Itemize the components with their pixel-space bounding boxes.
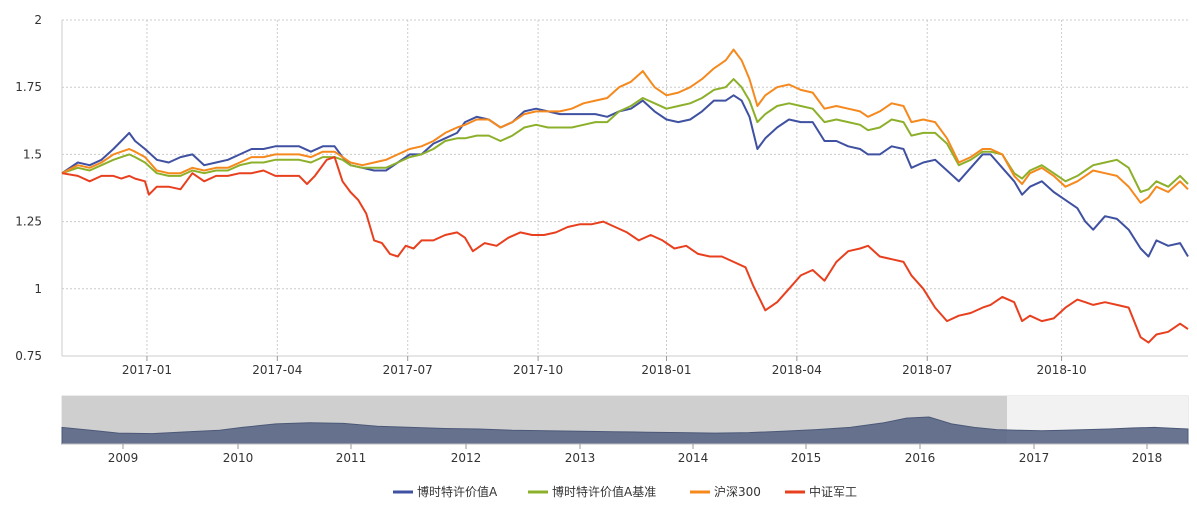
series-line-1[interactable] <box>61 78 1189 193</box>
y-tick-label: 1 <box>34 282 42 296</box>
series-line-3[interactable] <box>61 156 1189 344</box>
y-tick-label: 0.75 <box>15 349 42 363</box>
navigator-tick-label: 2010 <box>223 451 254 465</box>
navigator-area <box>61 416 1189 445</box>
y-tick-label: 2 <box>34 13 42 27</box>
legend: 博时特许价值A 博时特许价值A基准 沪深300 中证军工 <box>393 484 857 499</box>
x-axis: 2017-01 2017-04 2017-07 2017-10 2018-01 2018-… <box>122 356 1087 377</box>
navigator-tick-label: 2012 <box>451 451 482 465</box>
x-tick-label: 2018-04 <box>772 363 822 377</box>
series-line-2[interactable] <box>61 48 1189 204</box>
grid-layer <box>61 19 1188 357</box>
legend-label: 中证军工 <box>809 484 857 499</box>
y-tick-label: 1.25 <box>15 215 42 229</box>
legend-item-3[interactable]: 中证军工 <box>785 484 857 499</box>
x-tick-label: 2017-01 <box>122 363 172 377</box>
navigator-tick-label: 2017 <box>1019 451 1050 465</box>
series-layer <box>61 48 1189 344</box>
y-axis: 0.75 1 1.25 1.5 1.75 2 <box>15 13 42 363</box>
x-tick-label: 2017-10 <box>513 363 563 377</box>
navigator-tick-label: 2013 <box>565 451 596 465</box>
y-tick-label: 1.5 <box>23 147 42 161</box>
navigator-tick-label: 2014 <box>678 451 709 465</box>
navigator-tick-label: 2011 <box>336 451 367 465</box>
legend-item-2[interactable]: 沪深300 <box>690 485 761 499</box>
y-tick-label: 1.75 <box>15 80 42 94</box>
legend-label: 沪深300 <box>714 485 761 499</box>
x-tick-label: 2018-10 <box>1037 363 1087 377</box>
x-tick-label: 2018-07 <box>902 363 952 377</box>
legend-label: 博时特许价值A <box>417 484 498 499</box>
navigator-tick-label: 2009 <box>108 451 139 465</box>
navigator-tick-label: 2018 <box>1132 451 1163 465</box>
x-tick-label: 2018-01 <box>641 363 691 377</box>
x-tick-label: 2017-07 <box>383 363 433 377</box>
series-line-0[interactable] <box>61 94 1189 258</box>
legend-item-1[interactable]: 博时特许价值A基准 <box>528 484 656 499</box>
navigator-ticks: 2009 2010 2011 2012 2013 2014 2015 2016 2017 2018 <box>108 444 1163 465</box>
navigator-tick-label: 2015 <box>791 451 822 465</box>
navigator[interactable]: 2009 2010 2011 2012 2013 2014 2015 2016 2017 2018 <box>61 395 1189 465</box>
legend-label: 博时特许价值A基准 <box>552 484 656 499</box>
legend-item-0[interactable]: 博时特许价值A <box>393 484 498 499</box>
x-tick-label: 2017-04 <box>252 363 302 377</box>
navigator-tick-label: 2016 <box>905 451 936 465</box>
